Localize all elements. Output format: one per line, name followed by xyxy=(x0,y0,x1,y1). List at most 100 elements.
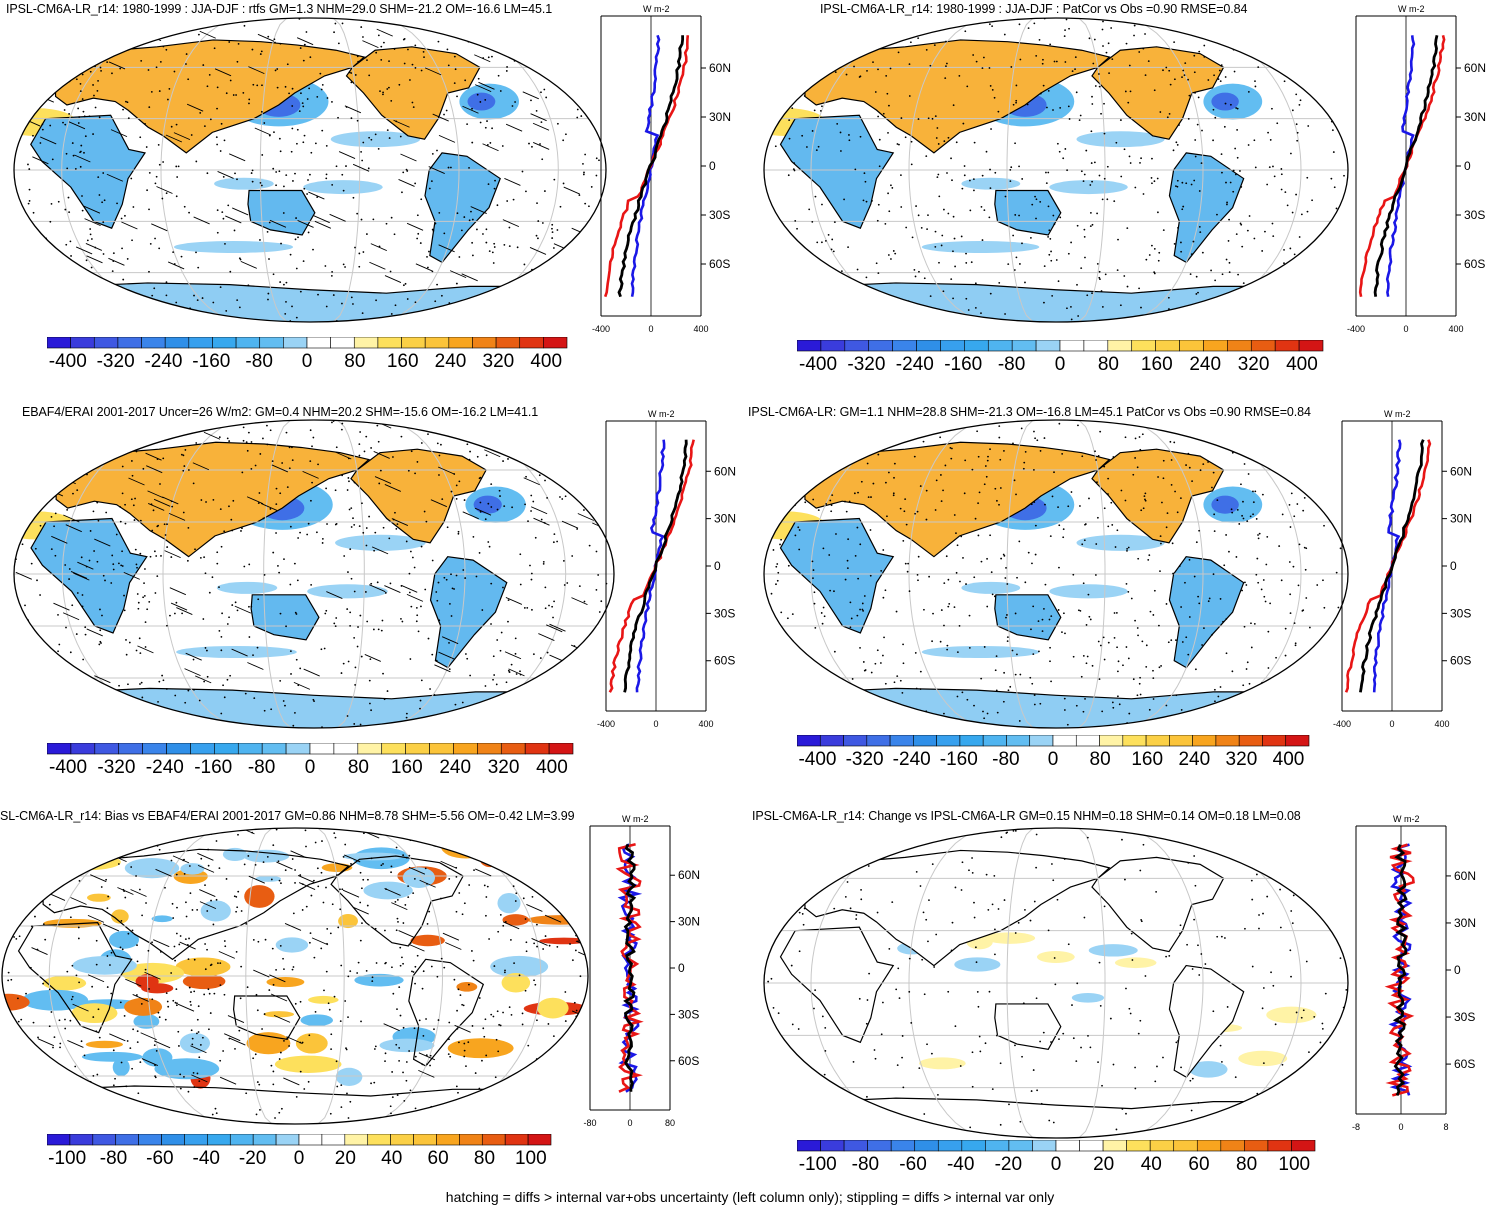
ocean-anomaly-region xyxy=(961,177,1021,190)
longitude-gridline xyxy=(259,18,290,322)
longitude-gridline xyxy=(1159,420,1302,728)
profile-line-model xyxy=(635,439,666,693)
profile-lat-tick-label: 30S xyxy=(1464,208,1485,222)
colorbar-cell xyxy=(548,743,574,755)
profile-lat-tick-label: 0 xyxy=(709,159,716,173)
colorbar-tick-label: -160 xyxy=(939,749,978,770)
colorbar-cell xyxy=(390,1134,414,1146)
colorbar-tick-label: 60 xyxy=(427,1148,449,1169)
colorbar-cell xyxy=(69,1134,94,1146)
zonal-mean-profile: W m-2 60N 30N 0 30S 60S -80 0 80 xyxy=(583,814,700,1128)
colorbar-tick-label: -80 xyxy=(992,749,1020,770)
profile-lat-tick-label: 60S xyxy=(1464,257,1485,271)
colorbar-tick-label: 0 xyxy=(1047,749,1059,770)
ocean-bias-region xyxy=(112,1058,130,1077)
profile-panel: W m-2 60N 30N 0 30S 60S -400 0 400 xyxy=(1333,409,1482,750)
ocean-anomaly-region xyxy=(335,534,426,551)
profile-lat-tick-label: 30N xyxy=(1450,512,1472,526)
profile-lat-tick-label: 0 xyxy=(1464,159,1471,173)
map-outline xyxy=(1,827,589,1125)
colorbar-cell xyxy=(259,337,284,349)
ocean-anomaly-region xyxy=(1211,92,1239,111)
colorbar-cell xyxy=(936,735,961,747)
profile-line-diff xyxy=(1373,34,1439,297)
colorbar-tick-label: -40 xyxy=(946,1154,975,1175)
world-map xyxy=(13,17,607,323)
continent-namerica xyxy=(350,448,487,544)
colorbar-cell xyxy=(381,743,406,755)
colorbar xyxy=(47,743,574,755)
ocean-bias-region xyxy=(300,1014,333,1027)
profile-lat-tick-label: 30S xyxy=(709,208,730,222)
colorbar-cell xyxy=(797,340,822,352)
colorbar-labels: -400 -320 -240 -160 -80 0 80 160 240 320 400 xyxy=(47,351,567,373)
ocean-anomaly-region xyxy=(214,177,274,190)
panel-title: IPSL-CM6A-LR: GM=1.1 NHM=28.8 SHM=-21.3 … xyxy=(748,405,1311,419)
colorbar-tick-label: -100 xyxy=(48,1148,87,1169)
colorbar-cell xyxy=(1179,340,1204,352)
ocean-bias-region xyxy=(502,914,529,926)
colorbar-cell xyxy=(235,337,261,349)
colorbar-tick-label: -320 xyxy=(847,354,886,375)
colorbar-cell xyxy=(916,340,941,352)
colorbar-cell xyxy=(1196,1140,1222,1152)
longitude-gridline xyxy=(420,420,567,728)
colorbar-cell xyxy=(1006,735,1031,747)
ocean-anomaly-region xyxy=(216,581,278,594)
longitude-gridline xyxy=(245,828,275,1124)
ocean-bias-region xyxy=(154,1058,220,1080)
profile-panel: W m-2 60N 30N 0 30S 60S -8 0 8 xyxy=(1352,814,1486,1153)
profile-unit-label: W m-2 xyxy=(1398,4,1425,14)
colorbar-tick-label: 320 xyxy=(482,351,515,372)
panel-title: EBAF4/ERAI 2001-2017 Uncer=26 W/m2: GM=0… xyxy=(22,405,539,419)
ocean-bias-region xyxy=(255,875,282,882)
profile-x-tick-label: -8 xyxy=(1352,1122,1360,1132)
colorbar-cell xyxy=(1285,735,1310,747)
colorbar-cell xyxy=(306,337,331,349)
colorbar-cell xyxy=(164,337,190,349)
ocean-anomaly-region xyxy=(1114,957,1157,969)
map-outline xyxy=(13,17,607,323)
profile-lat-tick-label: 60S xyxy=(709,257,730,271)
continent-namerica xyxy=(330,855,464,947)
continent-australia xyxy=(994,1003,1062,1050)
colorbar-cell xyxy=(1220,1140,1245,1152)
continent-namerica xyxy=(1091,448,1225,544)
longitude-gridline xyxy=(398,828,542,1124)
ocean-bias-region xyxy=(244,885,275,908)
colorbar-tick-label: 240 xyxy=(1189,354,1222,375)
colorbar-tick-label: 80 xyxy=(347,757,369,778)
world-map xyxy=(763,827,1349,1139)
profile-x-tick-label: 0 xyxy=(653,719,658,729)
colorbar-cell xyxy=(892,340,917,352)
colorbar-cell xyxy=(524,743,550,755)
colorbar-cell xyxy=(889,735,914,747)
continent-australia xyxy=(250,594,320,641)
colorbar-tick-label: -20 xyxy=(994,1154,1023,1175)
colorbar-cell xyxy=(1173,1140,1198,1152)
colorbar-cell xyxy=(275,1134,300,1146)
colorbar-cell xyxy=(190,743,215,755)
colorbar-tick-label: 400 xyxy=(536,757,568,778)
ocean-anomaly-region xyxy=(919,1057,966,1070)
colorbar-cell xyxy=(115,1134,139,1146)
longitude-gridline xyxy=(146,828,233,1124)
zonal-mean-profile: W m-2 60N 30N 0 30S 60S -400 0 400 xyxy=(1333,409,1472,729)
profile-x-tick-label: 400 xyxy=(1434,719,1449,729)
colorbar-cell xyxy=(261,743,287,755)
ocean-anomaly-region xyxy=(1076,534,1165,551)
profile-unit-label: W m-2 xyxy=(648,409,675,419)
ocean-bias-region xyxy=(275,937,309,953)
colorbar-cell xyxy=(1052,735,1077,747)
profile-lat-tick-label: 30S xyxy=(1454,1010,1475,1024)
colorbar-tick-label: 20 xyxy=(1093,1154,1115,1175)
longitude-gridline xyxy=(162,420,251,728)
colorbar-tick-label: -40 xyxy=(192,1148,220,1169)
colorbar-tick-label: -80 xyxy=(851,1154,880,1175)
colorbar-cell xyxy=(1131,340,1156,352)
colorbar-cell xyxy=(982,735,1007,747)
continent-africa xyxy=(779,926,895,1044)
profile-lat-tick-label: 60S xyxy=(1454,1057,1475,1071)
colorbar-cell xyxy=(519,337,544,349)
colorbar-cell xyxy=(820,340,846,352)
